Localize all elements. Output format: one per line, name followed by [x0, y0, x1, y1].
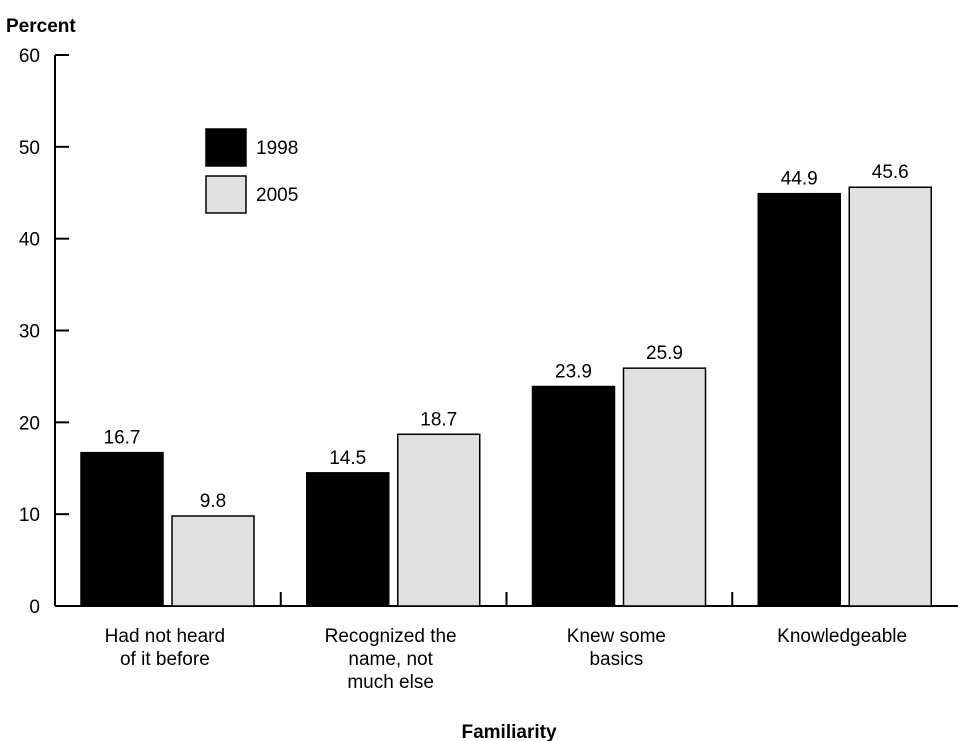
legend-label-1998: 1998	[256, 138, 298, 159]
x-category-label: basics	[589, 649, 643, 670]
bar-1998-2	[531, 385, 616, 607]
bar-2005-1	[397, 433, 481, 607]
data-label-2005-0: 9.8	[200, 491, 226, 512]
y-axis: 0 10 20 30 40 50 60	[19, 46, 69, 618]
data-label-2005-2: 25.9	[646, 343, 683, 364]
bar-1998-3	[757, 192, 841, 607]
x-axis-title: Familiarity	[461, 722, 556, 741]
data-labels-group: 16.7 9.8 14.5 18.7 23.9 25.9 44.9 45.6	[104, 162, 909, 512]
x-category-label: of it before	[120, 649, 210, 670]
bar-1998-0	[80, 451, 164, 607]
x-category-label: Knowledgeable	[777, 626, 907, 647]
y-tick-label: 40	[19, 230, 40, 251]
y-tick-label: 50	[19, 138, 40, 159]
bar-2005-2	[622, 367, 707, 607]
bars-group	[80, 186, 932, 607]
x-category-label: much else	[347, 672, 434, 693]
x-category-label: Had not heard	[105, 626, 225, 647]
y-tick-label: 10	[19, 505, 40, 526]
legend: 1998 2005	[205, 128, 298, 214]
data-label-1998-3: 44.9	[781, 169, 818, 190]
bar-1998-1	[306, 472, 390, 607]
y-tick-label: 30	[19, 322, 40, 343]
data-label-1998-2: 23.9	[555, 362, 592, 383]
y-tick-label: 20	[19, 413, 40, 434]
y-tick-label: 60	[19, 46, 40, 67]
bar-2005-0	[171, 515, 255, 607]
data-label-2005-1: 18.7	[420, 409, 457, 430]
legend-swatch-1998	[205, 128, 247, 167]
legend-swatch-2005	[205, 175, 247, 214]
y-tick-label: 0	[29, 597, 40, 618]
legend-label-2005: 2005	[256, 185, 298, 206]
x-category-label: Knew some	[567, 626, 666, 647]
bar-2005-3	[848, 186, 932, 607]
data-label-2005-3: 45.6	[872, 162, 909, 183]
y-axis-title: Percent	[6, 16, 76, 37]
data-label-1998-0: 16.7	[104, 428, 141, 449]
x-category-label: name, not	[348, 649, 433, 670]
data-label-1998-1: 14.5	[329, 448, 366, 469]
x-category-label: Recognized the	[325, 626, 457, 647]
